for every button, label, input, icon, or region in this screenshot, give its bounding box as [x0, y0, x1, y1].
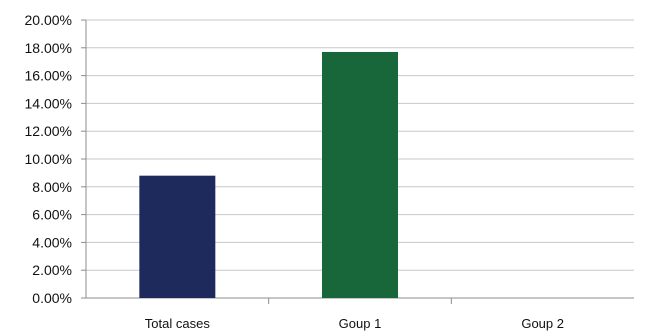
x-category-label: Total cases [145, 316, 211, 331]
x-category-label: Goup 2 [521, 316, 564, 331]
bars [139, 51, 398, 298]
x-category-label: Goup 1 [339, 316, 382, 331]
bar-goup-1 [322, 51, 398, 298]
y-tick-label: 4.00% [32, 234, 72, 250]
y-tick-label: 12.00% [25, 123, 72, 139]
bar-total-cases [139, 175, 216, 298]
y-tick-label: 10.00% [25, 151, 72, 167]
y-tick-label: 2.00% [32, 262, 72, 278]
y-tick-label: 20.00% [25, 12, 72, 28]
y-tick-label: 16.00% [25, 68, 72, 84]
y-tick-label: 8.00% [32, 179, 72, 195]
y-axis-ticks: 0.00% 2.00% 4.00% 6.00% 8.00% 10.00% 12.00% 14.… [25, 12, 72, 306]
y-tick-label: 14.00% [25, 95, 72, 111]
y-tick-label: 6.00% [32, 207, 72, 223]
x-axis-categories: Total cases Goup 1 Goup 2 [145, 316, 564, 331]
y-tick-label: 18.00% [25, 40, 72, 56]
y-tick-label: 0.00% [32, 290, 72, 306]
